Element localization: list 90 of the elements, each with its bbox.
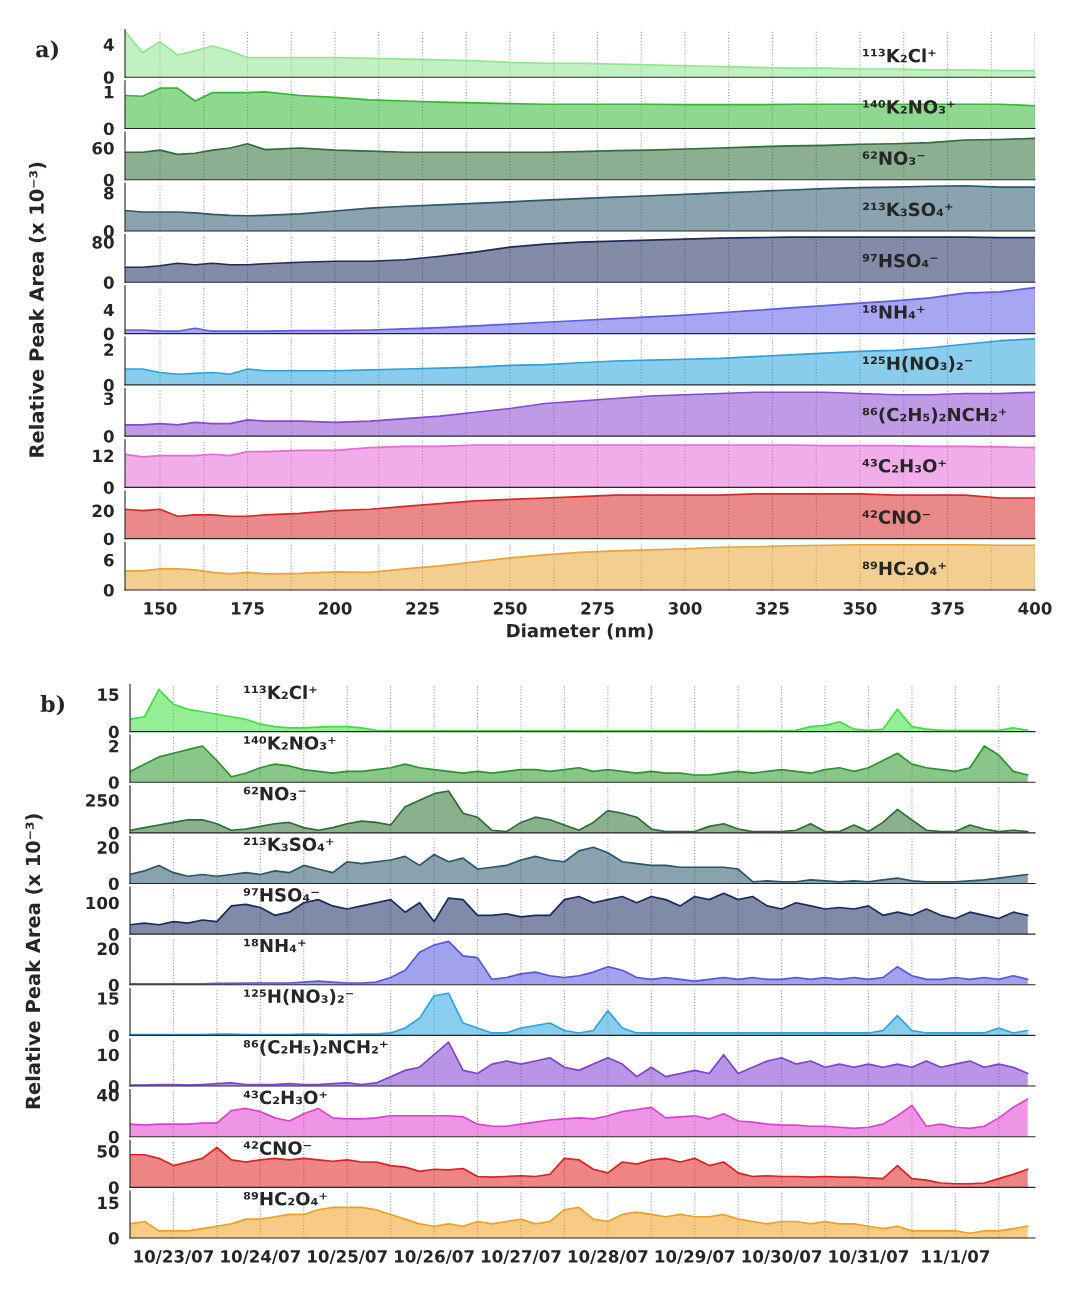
y-tick-label: 0 <box>108 1231 119 1245</box>
x-tick-label: 350 <box>843 602 877 615</box>
y-tick-label: 0 <box>108 877 119 891</box>
y-tick-label: 100 <box>86 896 119 910</box>
x-tick-label: 175 <box>231 602 264 615</box>
y-tick-label: 0 <box>108 826 119 840</box>
y-tick-label: 0 <box>103 225 114 238</box>
y-tick-label: 0 <box>103 481 114 494</box>
x-tick-label: 10/23/07 <box>134 1250 213 1264</box>
y-tick-label: 0 <box>103 532 114 546</box>
annotation: ¹⁴⁰K₂NO₃⁺ <box>863 100 955 114</box>
y-tick-label: 0 <box>108 725 119 739</box>
y-axis-title: Relative Peak Area (x 10⁻³) <box>28 162 47 457</box>
x-tick-label: 325 <box>756 602 789 615</box>
x-tick-label: 300 <box>668 602 702 615</box>
y-tick-label: 15 <box>98 1196 119 1210</box>
annotation: ⁸⁹HC₂O₄⁺ <box>862 561 946 576</box>
y-tick-label: 20 <box>97 841 119 854</box>
y-tick-label: 0 <box>103 327 114 341</box>
x-tick-label: 11/1/07 <box>922 1250 990 1264</box>
annotation: ⁴³C₂H₃O⁺ <box>243 1090 327 1105</box>
y-tick-label: 0 <box>108 1029 119 1042</box>
y-tick-label: 0 <box>103 276 114 289</box>
y-tick-label: 50 <box>97 1145 119 1158</box>
y-tick-label: 0 <box>103 378 114 392</box>
y-tick-label: 0 <box>108 776 119 789</box>
annotation: ¹²⁵H(NO₃)₂⁻ <box>863 356 973 373</box>
annotation: ⁹⁷HSO₄⁻ <box>862 253 938 268</box>
y-tick-label: 12 <box>93 449 114 462</box>
annotation: ¹⁸NH₄⁺ <box>863 305 925 319</box>
y-tick-label: 0 <box>108 1181 119 1194</box>
y-tick-label: 10 <box>98 1048 119 1062</box>
x-tick-label: 400 <box>1018 602 1052 615</box>
y-tick-label: 0 <box>108 978 119 992</box>
y-axis-title: Relative Peak Area (x 10⁻³) <box>25 814 43 1109</box>
y-tick-label: 250 <box>86 794 119 807</box>
y-tick-label: 6 <box>104 553 114 567</box>
y-tick-label: 15 <box>98 688 119 701</box>
y-tick-label: 0 <box>108 928 119 941</box>
annotation: ⁴²CNO⁻ <box>243 1141 311 1155</box>
annotation: ¹¹³K₂Cl⁺ <box>863 48 936 63</box>
x-tick-label: 275 <box>581 602 614 615</box>
x-tick-label: 250 <box>493 602 527 615</box>
x-tick-label: 200 <box>318 602 352 615</box>
annotation: ¹¹³K₂Cl⁺ <box>244 685 317 700</box>
y-tick-label: 80 <box>92 236 114 249</box>
annotation: ⁴³C₂H₃O⁺ <box>862 458 946 473</box>
annotation: ⁶²NO₃⁻ <box>862 151 925 165</box>
x-tick-label: 10/28/07 <box>568 1250 648 1264</box>
y-tick-label: 0 <box>103 173 114 187</box>
y-tick-label: 0 <box>103 430 114 443</box>
y-tick-label: 60 <box>92 141 114 155</box>
x-tick-label: 10/27/07 <box>481 1250 561 1264</box>
y-tick-label: 4 <box>103 303 114 317</box>
annotation: ¹⁸NH₄⁺ <box>244 938 306 953</box>
x-tick-label: 10/29/07 <box>655 1250 735 1264</box>
y-tick-label: 2 <box>104 343 114 356</box>
y-tick-label: 20 <box>92 504 114 518</box>
y-tick-label: 20 <box>97 942 119 956</box>
y-tick-label: 0 <box>103 122 114 136</box>
x-tick-label: 10/25/07 <box>308 1250 387 1264</box>
y-tick-label: 0 <box>103 71 114 84</box>
chart-title: a) <box>36 40 58 61</box>
y-tick-label: 1 <box>104 86 114 99</box>
annotation: ¹²⁵H(NO₃)₂⁻ <box>244 989 354 1006</box>
annotation: ²¹³K₃SO₄⁺ <box>863 202 953 217</box>
annotation: ⁸⁶(C₂H₅)₂NCH₂⁺ <box>862 407 1007 424</box>
annotation: ¹⁴⁰K₂NO₃⁺ <box>244 736 336 750</box>
y-tick-label: 8 <box>104 186 114 200</box>
y-tick-label: 0 <box>108 1130 119 1144</box>
x-tick-label: 10/24/07 <box>221 1250 300 1264</box>
x-tick-label: 150 <box>144 602 177 615</box>
x-tick-label: 10/30/07 <box>742 1250 822 1264</box>
x-tick-label: 375 <box>931 602 964 615</box>
annotation: ⁸⁶(C₂H₅)₂NCH₂⁺ <box>243 1039 388 1056</box>
y-tick-label: 0 <box>103 583 114 597</box>
chart-title: b) <box>40 694 64 716</box>
x-tick-label: 10/31/07 <box>829 1250 909 1264</box>
y-tick-label: 3 <box>104 392 114 406</box>
y-tick-label: 15 <box>98 992 119 1005</box>
x-tick-label: 225 <box>406 602 439 615</box>
annotation: ⁸⁹HC₂O₄⁺ <box>243 1191 327 1206</box>
annotation: ⁴²CNO⁻ <box>862 510 930 524</box>
x-axis-title: Diameter (nm) <box>507 623 653 640</box>
y-tick-label: 4 <box>103 38 114 51</box>
x-tick-label: 10/26/07 <box>395 1250 474 1264</box>
annotation: ⁹⁷HSO₄⁻ <box>243 888 319 902</box>
annotation: ⁶²NO₃⁻ <box>243 786 306 801</box>
y-tick-label: 2 <box>109 739 119 753</box>
annotation: ²¹³K₃SO₄⁺ <box>244 837 334 852</box>
